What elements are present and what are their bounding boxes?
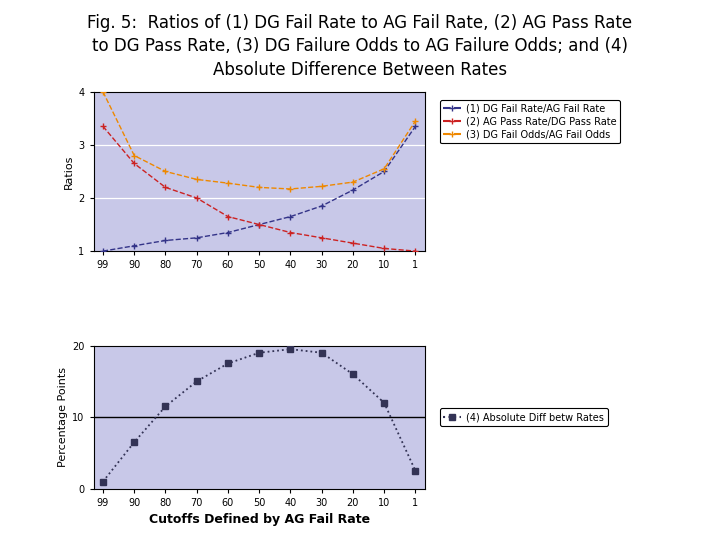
Text: Fig. 5:  Ratios of (1) DG Fail Rate to AG Fail Rate, (2) AG Pass Rate
to DG Pass: Fig. 5: Ratios of (1) DG Fail Rate to AG… [87,14,633,79]
Legend: (1) DG Fail Rate/AG Fail Rate, (2) AG Pass Rate/DG Pass Rate, (3) DG Fail Odds/A: (1) DG Fail Rate/AG Fail Rate, (2) AG Pa… [440,100,621,144]
Y-axis label: Percentage Points: Percentage Points [58,367,68,467]
Legend: (4) Absolute Diff betw Rates: (4) Absolute Diff betw Rates [440,408,608,426]
X-axis label: Cutoffs Defined by AG Fail Rate: Cutoffs Defined by AG Fail Rate [148,514,370,526]
Y-axis label: Ratios: Ratios [64,154,74,188]
